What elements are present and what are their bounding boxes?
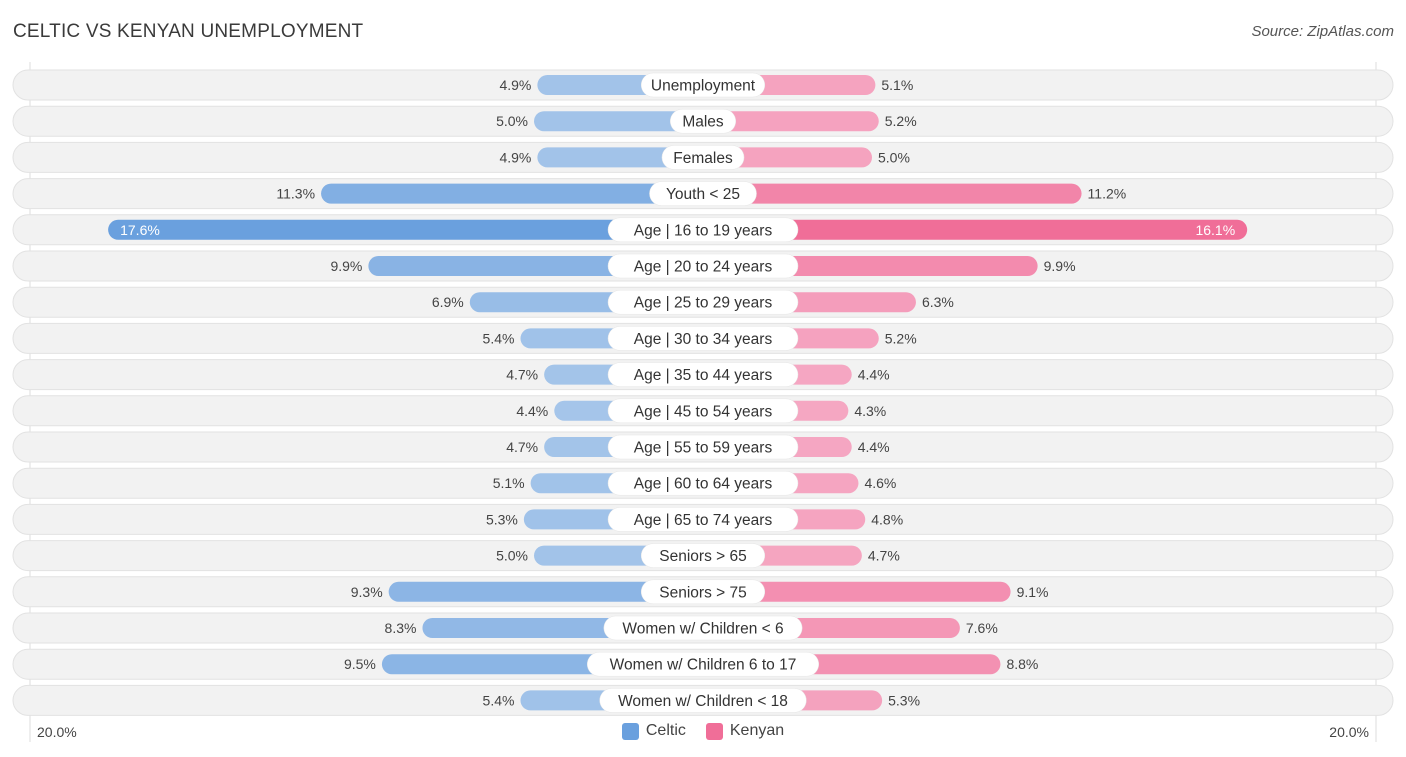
celtic-value-label: 4.7%: [506, 367, 538, 383]
celtic-bar: [534, 111, 703, 132]
category-label-pill: [607, 470, 799, 496]
category-label: Age | 20 to 24 years: [634, 259, 773, 276]
category-label: Age | 35 to 44 years: [634, 367, 773, 384]
kenyan-bar: [703, 147, 872, 168]
kenyan-value-label: 4.4%: [858, 439, 890, 455]
kenyan-bar: [703, 183, 1082, 204]
category-label: Age | 60 to 64 years: [634, 476, 773, 493]
kenyan-bar: [703, 111, 879, 132]
category-label: Age | 55 to 59 years: [634, 440, 773, 457]
category-label-pill: [607, 362, 799, 387]
kenyan-value-label: 11.2%: [1088, 186, 1127, 202]
kenyan-value-label: 4.6%: [864, 475, 896, 491]
category-label-pill: [640, 72, 766, 98]
kenyan-value-label: 7.6%: [966, 620, 998, 636]
kenyan-bar: [703, 581, 1011, 602]
celtic-value-label: 5.4%: [483, 692, 515, 708]
kenyan-value-label: 6.3%: [922, 294, 954, 310]
celtic-value-label: 6.9%: [432, 294, 464, 310]
category-label: Women w/ Children 6 to 17: [610, 657, 797, 674]
category-label-pill: [607, 253, 799, 279]
kenyan-value-label: 4.8%: [871, 511, 903, 527]
category-label: Females: [673, 150, 733, 167]
kenyan-value-label: 8.8%: [1006, 656, 1038, 672]
category-label: Age | 45 to 54 years: [634, 403, 773, 420]
legend-label-kenyan: Kenyan: [729, 722, 785, 739]
category-label-pill: [607, 217, 799, 243]
celtic-value-label: 5.0%: [496, 113, 528, 129]
legend-label-celtic: Celtic: [645, 722, 686, 739]
kenyan-bar: [703, 219, 1248, 240]
category-label: Males: [682, 114, 724, 131]
celtic-value-label: 9.5%: [344, 656, 376, 672]
kenyan-value-label: 5.2%: [885, 330, 917, 346]
category-label-pill: [607, 289, 799, 315]
legend: Celtic Kenyan: [0, 722, 1406, 740]
category-label-pill: [640, 543, 766, 568]
kenyan-value-label: 4.4%: [858, 367, 890, 383]
legend-swatch-celtic: [621, 722, 639, 740]
celtic-value-label: 5.4%: [483, 330, 515, 346]
kenyan-value-label: 9.9%: [1044, 258, 1076, 274]
kenyan-value-label: 16.1%: [1195, 222, 1235, 238]
category-label-pill: [587, 651, 819, 677]
celtic-value-label: 4.9%: [499, 77, 531, 93]
axis-left-label: 20.0%: [37, 724, 77, 740]
celtic-value-label: 4.9%: [499, 149, 531, 165]
category-label-pill: [661, 145, 745, 170]
celtic-bar: [537, 147, 703, 168]
category-label-pill: [599, 688, 807, 713]
category-label-pill: [603, 615, 803, 641]
kenyan-value-label: 5.3%: [888, 692, 920, 708]
celtic-value-label: 11.3%: [276, 186, 315, 202]
celtic-bar: [321, 183, 703, 204]
category-label-pill: [607, 507, 799, 532]
axis-right-label: 20.0%: [1329, 724, 1369, 740]
legend-item-celtic[interactable]: Celtic: [621, 722, 686, 740]
category-label-pill: [649, 181, 757, 206]
chart-title: CELTIC VS KENYAN UNEMPLOYMENT: [13, 21, 364, 42]
celtic-value-label: 9.3%: [351, 584, 383, 600]
category-label: Women w/ Children < 6: [622, 621, 783, 638]
legend-swatch-kenyan: [705, 722, 723, 740]
category-label: Unemployment: [651, 78, 756, 95]
category-label: Women w/ Children < 18: [618, 693, 788, 710]
category-label: Age | 25 to 29 years: [634, 295, 773, 312]
category-label: Seniors > 75: [659, 584, 746, 601]
category-label-pill: [670, 108, 736, 134]
category-label-pill: [607, 398, 799, 424]
celtic-value-label: 5.0%: [496, 548, 528, 564]
celtic-bar: [108, 219, 704, 240]
celtic-value-label: 4.7%: [506, 439, 538, 455]
celtic-value-label: 5.3%: [486, 511, 518, 527]
celtic-value-label: 9.9%: [330, 258, 362, 274]
category-label: Seniors > 65: [659, 548, 746, 565]
source-label: Source: ZipAtlas.com: [1251, 23, 1394, 40]
category-label: Age | 30 to 34 years: [634, 331, 773, 348]
kenyan-value-label: 5.0%: [878, 149, 910, 165]
category-label-pill: [607, 326, 799, 351]
category-label: Youth < 25: [666, 186, 740, 203]
kenyan-value-label: 5.1%: [881, 77, 913, 93]
category-label: Age | 16 to 19 years: [634, 222, 773, 239]
celtic-value-label: 8.3%: [385, 620, 417, 636]
category-label-pill: [607, 434, 799, 460]
kenyan-value-label: 9.1%: [1017, 584, 1049, 600]
celtic-value-label: 4.4%: [516, 403, 548, 419]
celtic-value-label: 17.6%: [120, 222, 160, 238]
category-label: Age | 65 to 74 years: [634, 512, 773, 529]
kenyan-value-label: 4.7%: [868, 548, 900, 564]
legend-item-kenyan[interactable]: Kenyan: [705, 722, 785, 740]
celtic-bar: [388, 581, 703, 602]
kenyan-value-label: 4.3%: [854, 403, 886, 419]
celtic-value-label: 5.1%: [493, 475, 525, 491]
kenyan-value-label: 5.2%: [885, 113, 917, 129]
category-label-pill: [640, 579, 766, 605]
